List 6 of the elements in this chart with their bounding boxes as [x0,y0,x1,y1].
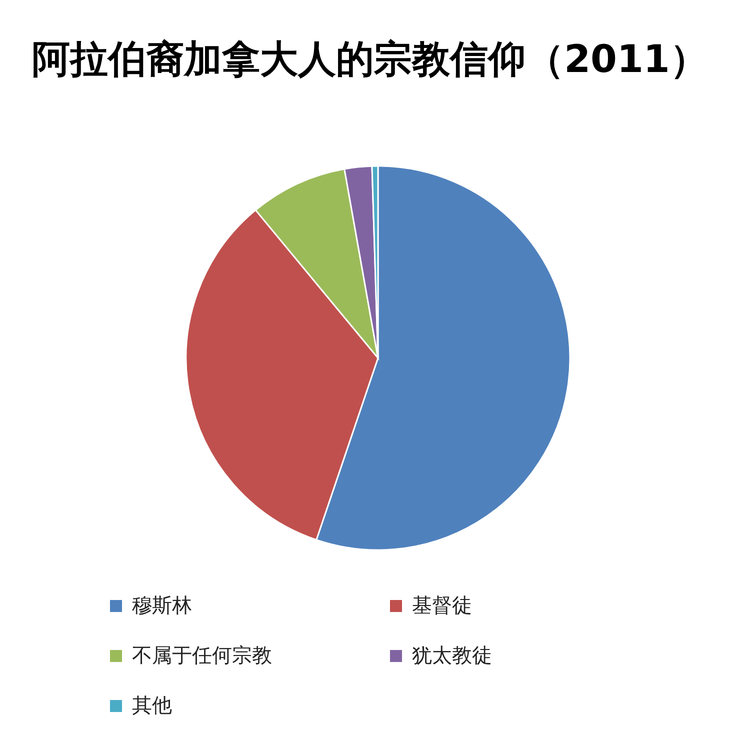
legend-label: 其他 [132,693,172,717]
legend-label: 犹太教徒 [412,643,492,667]
legend-label: 不属于任何宗教 [132,643,272,667]
legend-label: 穆斯林 [132,593,192,617]
legend-label: 基督徒 [412,593,472,617]
chart-title: 阿拉伯裔加拿大人的宗教信仰（2011） [32,37,708,81]
